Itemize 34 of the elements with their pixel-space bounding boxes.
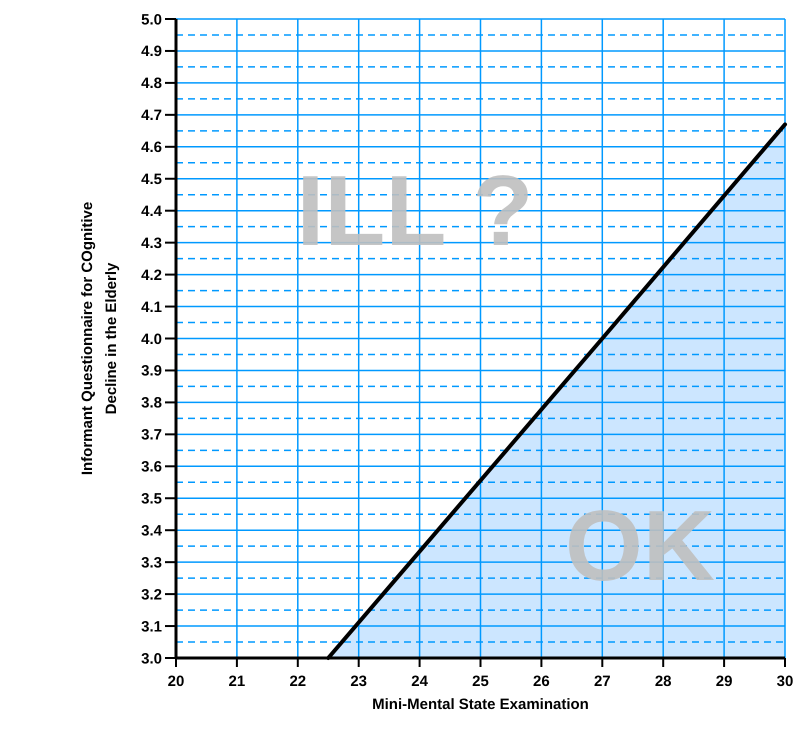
y-tick-label: 5.0	[141, 11, 162, 28]
y-tick-label: 3.6	[141, 458, 162, 476]
y-tick-label: 3.0	[141, 650, 162, 668]
y-tick-label: 3.1	[141, 618, 162, 636]
y-tick-label: 4.3	[141, 234, 162, 252]
y-tick-label: 3.7	[141, 426, 162, 444]
y-tick-label: 3.5	[141, 490, 162, 508]
y-axis-title: Informant Questionnaire for COgnitive Decline in the Elderly	[79, 202, 120, 476]
y-tick-label: 3.9	[141, 362, 162, 380]
x-tick-label: 26	[533, 673, 550, 690]
y-tick-label: 4.9	[141, 43, 162, 60]
x-tick-label: 29	[716, 673, 732, 690]
x-tick-label: 23	[350, 673, 368, 690]
y-tick-label: 3.4	[141, 522, 163, 540]
y-tick-label: 3.3	[141, 554, 162, 572]
y-tick-label: 4.2	[141, 266, 162, 284]
y-tick-label: 4.0	[141, 330, 162, 348]
y-tick-label: 4.5	[141, 171, 162, 188]
x-tick-label: 24	[411, 673, 429, 690]
y-tick-label: 4.4	[141, 202, 163, 220]
x-tick-label: 20	[168, 673, 184, 690]
y-tick-label: 3.2	[141, 586, 162, 604]
x-tick-label: 21	[228, 673, 246, 690]
x-tick-label: 22	[289, 673, 306, 690]
y-tick-label: 4.8	[141, 75, 162, 92]
y-tick-label: 4.7	[141, 107, 162, 124]
x-tick-label: 27	[594, 673, 611, 690]
x-tick-label: 25	[472, 673, 489, 690]
x-tick-label: 30	[776, 673, 794, 690]
x-tick-label: 28	[654, 673, 672, 690]
x-axis-title: Mini-Mental State Examination	[372, 696, 589, 713]
y-tick-label: 4.1	[141, 298, 162, 316]
y-tick-label: 3.8	[141, 394, 162, 412]
y-tick-label: 4.6	[141, 139, 162, 156]
